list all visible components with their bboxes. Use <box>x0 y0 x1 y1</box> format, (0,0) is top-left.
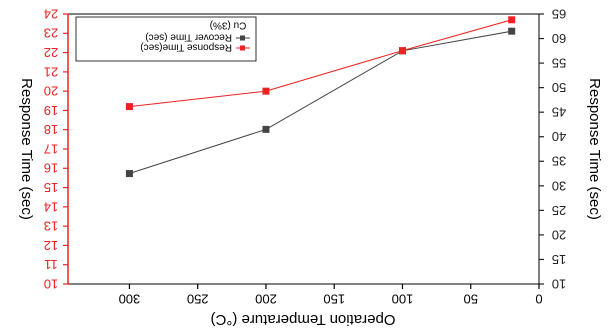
x-tick-label: 250 <box>187 291 209 306</box>
x-tick-label: 300 <box>119 291 141 306</box>
right-tick-label: 45 <box>552 105 566 120</box>
right-tick-label: 15 <box>552 252 566 267</box>
right-tick-label: 35 <box>552 154 566 169</box>
right-tick-label: 60 <box>552 31 566 46</box>
left-tick-label: 16 <box>44 161 58 176</box>
series-marker-0 <box>262 125 270 133</box>
series-marker-1 <box>398 47 406 55</box>
x-tick-label: 100 <box>392 291 414 306</box>
series-marker-1 <box>125 103 133 111</box>
legend-box <box>75 16 257 62</box>
left-tick-label: 11 <box>44 257 58 272</box>
x-tick-label: 150 <box>323 291 345 306</box>
left-axis-title: Response Time (sec) <box>18 78 35 220</box>
left-tick-label: 12 <box>44 238 58 253</box>
left-tick-label: 18 <box>44 122 58 137</box>
right-tick-label: 65 <box>552 6 566 21</box>
right-tick-label: 30 <box>552 178 566 193</box>
right-tick-label: 40 <box>552 129 566 144</box>
left-tick-label: 13 <box>44 219 58 234</box>
legend-marker <box>240 35 245 41</box>
legend-title: Cu (3%) <box>210 20 247 31</box>
right-tick-label: 55 <box>552 56 566 71</box>
right-tick-label: 25 <box>552 203 566 218</box>
series-marker-1 <box>262 87 270 95</box>
series-line-0 <box>129 30 512 174</box>
left-tick-label: 14 <box>44 199 58 214</box>
left-tick-label: 23 <box>44 26 58 41</box>
right-tick-label: 10 <box>552 276 566 291</box>
left-tick-label: 20 <box>44 84 58 99</box>
left-tick-label: 17 <box>44 141 58 156</box>
x-tick-label: 50 <box>464 291 478 306</box>
left-tick-label: 24 <box>44 6 58 21</box>
right-axis-title: Response Time (sec) <box>586 78 603 220</box>
right-axis: 10 15 20 25 30 35 40 45 50 55 60 65 <box>539 6 566 291</box>
series-marker-0 <box>125 170 133 178</box>
legend-label: Response Time(sec) <box>140 42 232 53</box>
series-layer <box>125 16 516 178</box>
series-line-1 <box>129 19 512 108</box>
left-tick-label: 15 <box>44 180 58 195</box>
left-tick-label: 19 <box>44 103 58 118</box>
legend-marker <box>240 45 245 51</box>
x-tick-label: 0 <box>535 291 542 306</box>
x-tick-label: 200 <box>255 291 277 306</box>
series-marker-1 <box>508 16 516 24</box>
left-tick-label: 22 <box>44 45 58 60</box>
x-axis: 0 50 100 150 200 250 300 <box>119 284 543 306</box>
right-tick-label: 50 <box>552 80 566 95</box>
legend: Cu (3%)Recover Time (sec)Response Time(s… <box>75 16 257 62</box>
legend-label: Recover Time (sec) <box>145 32 232 43</box>
series-marker-0 <box>508 27 516 35</box>
right-tick-label: 20 <box>552 227 566 242</box>
left-tick-label: 10 <box>44 276 58 291</box>
x-axis-title: Operation Temperature (°C) <box>211 311 396 328</box>
left-axis: 10 11 12 13 14 15 16 17 18 19 20 21 22 23 24 <box>44 6 69 291</box>
left-tick-label: 21 <box>44 64 58 79</box>
